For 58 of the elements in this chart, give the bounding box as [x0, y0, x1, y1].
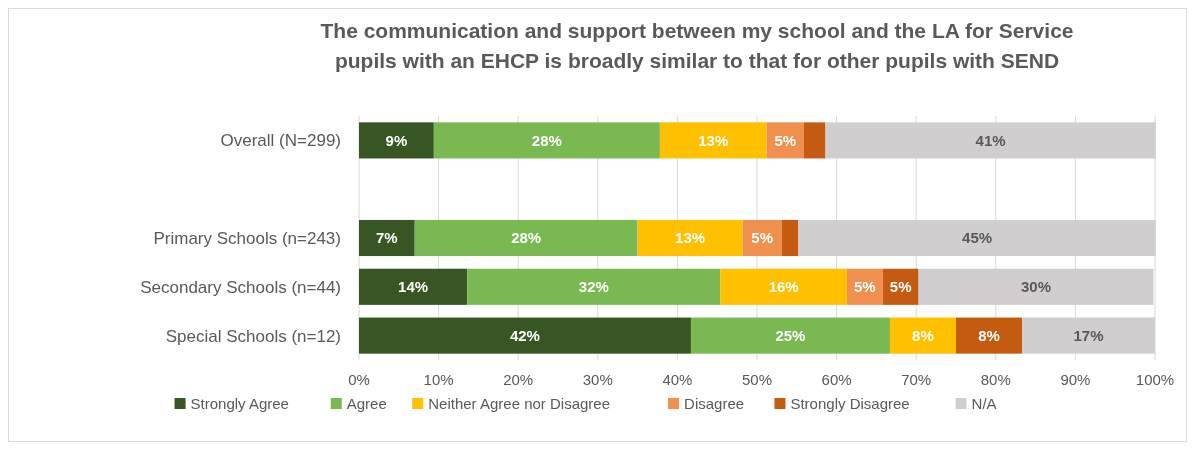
- x-tick-label: 50%: [741, 371, 773, 389]
- bar: [359, 317, 691, 354]
- bar: [889, 317, 956, 354]
- data-label: 25%: [775, 326, 806, 344]
- data-label: 13%: [675, 229, 706, 247]
- x-tick-label: 40%: [662, 371, 693, 389]
- data-label: 8%: [912, 326, 934, 344]
- bar: [690, 317, 890, 354]
- data-label: 5%: [751, 229, 774, 247]
- x-tick-label: 60%: [821, 371, 852, 389]
- x-tick-label: 30%: [582, 371, 613, 389]
- bar: [359, 122, 434, 159]
- legend-label: Strongly Disagree: [790, 395, 910, 413]
- data-label: 30%: [1020, 278, 1052, 296]
- data-label: 14%: [398, 278, 429, 296]
- x-tick-label: 80%: [980, 371, 1011, 389]
- legend-label: Neither Agree nor Disagree: [428, 395, 611, 413]
- bar: [433, 122, 660, 159]
- data-label: 5%: [889, 278, 912, 296]
- data-label: 28%: [511, 229, 542, 247]
- bar: [637, 219, 743, 257]
- data-label: 45%: [962, 229, 993, 247]
- bar: [359, 268, 468, 305]
- legend-label: Agree: [346, 395, 387, 413]
- y-tick-label: Special Schools (n=12): [165, 326, 341, 346]
- data-label: 32%: [578, 278, 609, 296]
- data-label: 13%: [698, 131, 729, 149]
- bar: [359, 219, 415, 257]
- bar: [803, 122, 826, 159]
- y-tick-label: Primary Schools (n=243): [153, 228, 341, 248]
- data-label: 17%: [1073, 326, 1104, 344]
- x-tick-label: 100%: [1135, 371, 1175, 389]
- legend-label: Disagree: [684, 395, 745, 413]
- y-tick-label: Secondary Schools (n=44): [140, 277, 341, 297]
- data-label: 5%: [854, 278, 876, 296]
- y-tick-label: Overall (N=299): [220, 131, 341, 151]
- bar: [956, 317, 1023, 354]
- bar: [467, 268, 721, 305]
- data-label: 28%: [531, 131, 562, 149]
- data-label: 8%: [978, 326, 1000, 344]
- legend-label: Strongly Agree: [190, 395, 289, 413]
- data-label: 16%: [768, 278, 799, 296]
- data-label: 42%: [509, 326, 540, 344]
- x-tick-label: 70%: [901, 371, 932, 389]
- data-label: 5%: [774, 131, 797, 149]
- x-tick-label: 10%: [423, 371, 454, 389]
- bar: [781, 219, 799, 257]
- bar: [414, 219, 638, 257]
- x-tick-label: 90%: [1060, 371, 1091, 389]
- x-tick-label: 0%: [348, 371, 370, 389]
- legend-label: N/A: [971, 395, 997, 413]
- data-label: 7%: [376, 229, 398, 247]
- data-label: 9%: [385, 131, 408, 149]
- x-tick-label: 20%: [503, 371, 534, 389]
- data-label: 41%: [975, 131, 1006, 149]
- chart-title: The communication and support between my school and the LA for Service pupils with an EHCP is broadly similar to that for other pupils with SEND: [320, 19, 1074, 72]
- bar: [720, 268, 847, 305]
- bar: [659, 122, 767, 159]
